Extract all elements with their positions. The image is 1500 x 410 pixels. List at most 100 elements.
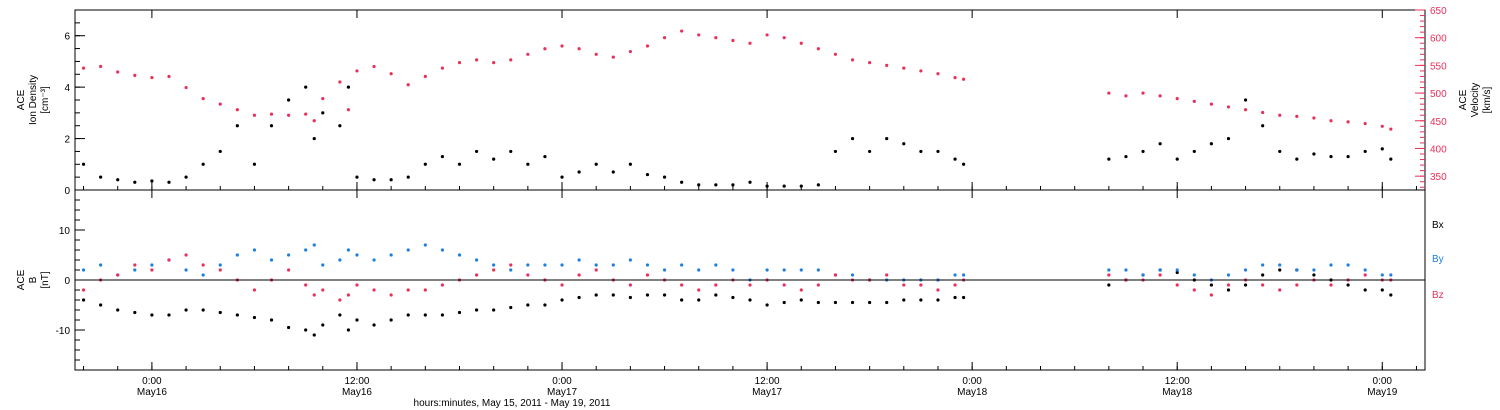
velocity-point bbox=[457, 61, 462, 65]
bz-point bbox=[594, 268, 598, 272]
velocity-point bbox=[1124, 94, 1128, 98]
velocity-point bbox=[304, 112, 308, 116]
bz-point bbox=[184, 253, 188, 257]
bz-point bbox=[509, 263, 513, 267]
bz-point bbox=[680, 283, 684, 287]
velocity-point bbox=[953, 75, 957, 80]
b-ylabel-2: B bbox=[28, 276, 39, 283]
by-point bbox=[782, 268, 786, 272]
by-point bbox=[714, 263, 718, 267]
bz-point bbox=[560, 283, 564, 287]
density-point bbox=[543, 154, 547, 159]
bx-point bbox=[577, 295, 581, 300]
bx-point bbox=[953, 295, 957, 300]
density-point bbox=[902, 142, 906, 146]
density-point bbox=[509, 149, 513, 154]
velocity-point bbox=[321, 97, 325, 101]
velocity-point bbox=[526, 52, 530, 56]
velocity-point bbox=[133, 73, 137, 77]
bz-point bbox=[1158, 273, 1162, 277]
velocity-point bbox=[816, 47, 820, 51]
density-point bbox=[1278, 149, 1282, 154]
velocity-point bbox=[885, 63, 889, 67]
bx-point bbox=[184, 308, 188, 312]
density-point bbox=[406, 175, 410, 179]
density-point bbox=[1329, 154, 1333, 159]
bz-point bbox=[748, 283, 752, 287]
density-point bbox=[1363, 149, 1367, 154]
by-point bbox=[184, 268, 188, 272]
velocity-point bbox=[833, 52, 838, 56]
velocity-point bbox=[389, 72, 393, 76]
density-point bbox=[936, 149, 940, 154]
velocity-point bbox=[1141, 91, 1145, 95]
by-point bbox=[423, 243, 427, 247]
by-point bbox=[1243, 268, 1248, 272]
density-point bbox=[457, 162, 462, 166]
density-point bbox=[167, 180, 171, 184]
bz-point bbox=[304, 283, 308, 287]
velocity-point bbox=[628, 49, 632, 54]
density-point bbox=[321, 111, 325, 115]
velocity-point bbox=[252, 113, 257, 117]
density-ytick-label: 6 bbox=[64, 32, 70, 43]
density-point bbox=[645, 172, 650, 177]
by-point bbox=[509, 268, 513, 272]
bz-point bbox=[355, 283, 359, 287]
density-point bbox=[731, 183, 735, 187]
by-point bbox=[962, 273, 966, 277]
density-point bbox=[662, 175, 667, 179]
by-point bbox=[81, 268, 86, 272]
bx-point bbox=[457, 310, 462, 315]
density-point bbox=[1243, 98, 1248, 102]
velocity-ylabel-3: [km/s] bbox=[1482, 86, 1493, 113]
velocity-point bbox=[868, 61, 872, 65]
bz-point bbox=[218, 268, 222, 272]
x-tick-time-label: 12:00 bbox=[755, 376, 780, 387]
density-point bbox=[714, 183, 718, 187]
bx-point bbox=[116, 308, 120, 312]
x-axis-ticks: 0:00May1612:00May160:00May1712:00May170:… bbox=[83, 10, 1417, 398]
bz-point bbox=[1209, 293, 1213, 297]
velocity-ytick-label: 650 bbox=[1430, 6, 1447, 17]
density-point bbox=[1192, 149, 1196, 154]
by-point bbox=[1261, 263, 1265, 267]
by-point bbox=[1389, 273, 1393, 277]
density-point bbox=[440, 154, 445, 159]
bx-point bbox=[765, 303, 769, 307]
by-point bbox=[645, 263, 650, 267]
bx-point bbox=[850, 300, 855, 305]
bx-point bbox=[346, 328, 351, 332]
bx-point bbox=[560, 298, 564, 302]
bz-point bbox=[645, 273, 650, 277]
by-point bbox=[440, 248, 445, 252]
top-panel-frame bbox=[74, 9, 1426, 191]
bx-point bbox=[594, 293, 598, 297]
by-point bbox=[526, 263, 530, 267]
by-point bbox=[1141, 273, 1145, 277]
density-point bbox=[372, 178, 376, 182]
density-point bbox=[885, 136, 889, 141]
bx-point bbox=[218, 310, 222, 315]
density-point bbox=[962, 162, 966, 166]
bz-point bbox=[423, 288, 427, 292]
density-point bbox=[133, 180, 137, 184]
velocity-point bbox=[1380, 124, 1384, 128]
bz-point bbox=[346, 293, 351, 297]
velocity-point bbox=[543, 47, 547, 51]
bx-point bbox=[167, 313, 171, 317]
by-point bbox=[1175, 268, 1179, 272]
velocity-point bbox=[346, 108, 351, 112]
legend-bx: Bx bbox=[1432, 220, 1444, 231]
by-point bbox=[1158, 268, 1162, 272]
bz-point bbox=[1261, 283, 1265, 287]
density-point bbox=[338, 124, 342, 128]
velocity-point bbox=[1389, 127, 1393, 131]
bx-point bbox=[1346, 283, 1350, 287]
density-point bbox=[1380, 147, 1384, 151]
velocity-point bbox=[312, 119, 316, 123]
bx-point bbox=[474, 308, 479, 312]
velocity-point bbox=[594, 52, 598, 56]
velocity-point bbox=[287, 113, 291, 117]
bx-point bbox=[269, 318, 274, 322]
